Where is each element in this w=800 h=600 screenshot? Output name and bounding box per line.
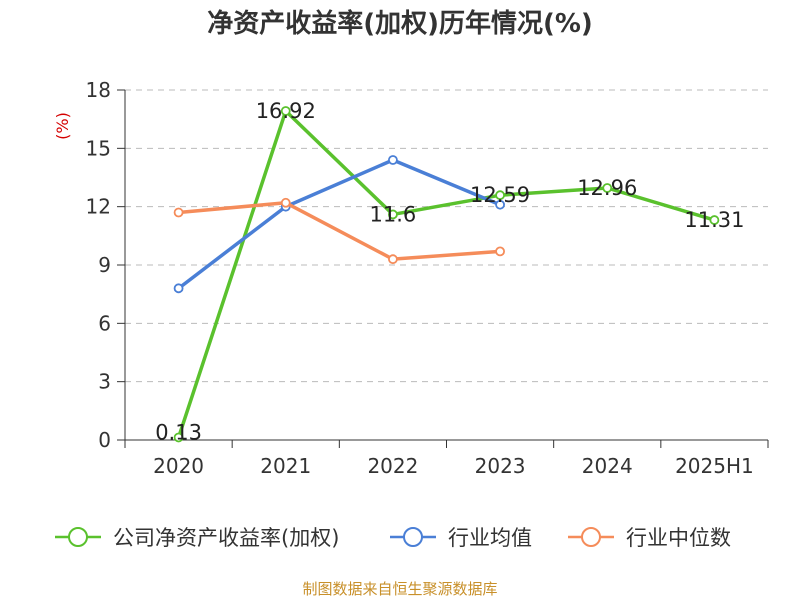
y-tick-label: 12 — [86, 195, 111, 219]
data-point[interactable] — [602, 183, 613, 193]
series-lines — [173, 106, 720, 443]
data-labels: 0.13 16.92 11.6 12.59 12.96 11.31 — [155, 99, 744, 444]
y-tick-label: 15 — [86, 136, 111, 160]
series-line-2 — [178, 201, 501, 261]
x-tick-label: 2022 — [367, 454, 418, 478]
data-point[interactable] — [388, 209, 398, 220]
data-point[interactable] — [173, 432, 184, 443]
x-tick-label: 2021 — [260, 454, 311, 478]
x-tick-label: 2023 — [475, 454, 526, 478]
grid-lines — [125, 89, 768, 383]
legend-marker — [581, 527, 601, 547]
data-point[interactable] — [280, 197, 291, 208]
data-point[interactable] — [709, 215, 720, 225]
legend-item-1[interactable]: 行业均值 — [390, 526, 532, 550]
legend-item-2[interactable]: 行业中位数 — [568, 526, 731, 550]
series-line-1 — [177, 158, 501, 290]
y-tick-label: 3 — [98, 370, 111, 394]
source-note: 制图数据来自恒生聚源数据库 — [302, 580, 497, 598]
y-tick-label: 18 — [86, 78, 111, 102]
legend-label: 行业均值 — [448, 526, 532, 550]
data-point[interactable] — [173, 283, 184, 294]
data-point[interactable] — [495, 199, 505, 210]
legend-label: 公司净资产收益率(加权) — [113, 526, 339, 550]
x-tick-label: 2025H1 — [675, 454, 754, 478]
data-point[interactable] — [173, 207, 184, 218]
y-axis-label: (%) — [53, 112, 72, 140]
y-tick-label: 6 — [98, 311, 111, 335]
y-tick-label: 9 — [98, 253, 111, 277]
data-label: 11.31 — [684, 208, 744, 232]
y-tick-label: 0 — [98, 428, 111, 452]
data-label: 16.92 — [256, 99, 316, 123]
data-point[interactable] — [495, 246, 505, 257]
data-point[interactable] — [495, 190, 505, 201]
data-label: 11.6 — [370, 202, 417, 226]
axes: 0 3 6 9 12 15 18 2020 2021 2022 2023 2024 2025H1 — [86, 78, 769, 478]
legend-label: 行业中位数 — [626, 526, 731, 550]
data-point[interactable] — [280, 106, 291, 116]
data-label: 12.96 — [577, 176, 637, 200]
x-tick-label: 2020 — [153, 454, 204, 478]
data-label: 12.59 — [470, 183, 530, 207]
legend-marker — [68, 527, 88, 547]
legend-marker — [403, 527, 423, 547]
legend-item-0[interactable]: 公司净资产收益率(加权) — [55, 526, 339, 550]
data-point[interactable] — [388, 155, 398, 165]
legend[interactable]: 公司净资产收益率(加权) 行业均值 行业中位数 — [55, 526, 731, 550]
series-line-0 — [176, 109, 715, 439]
x-tick-label: 2024 — [582, 454, 633, 478]
data-point[interactable] — [388, 254, 398, 265]
data-label: 0.13 — [155, 420, 202, 444]
chart-title: 净资产收益率(加权)历年情况(%) — [207, 8, 593, 39]
